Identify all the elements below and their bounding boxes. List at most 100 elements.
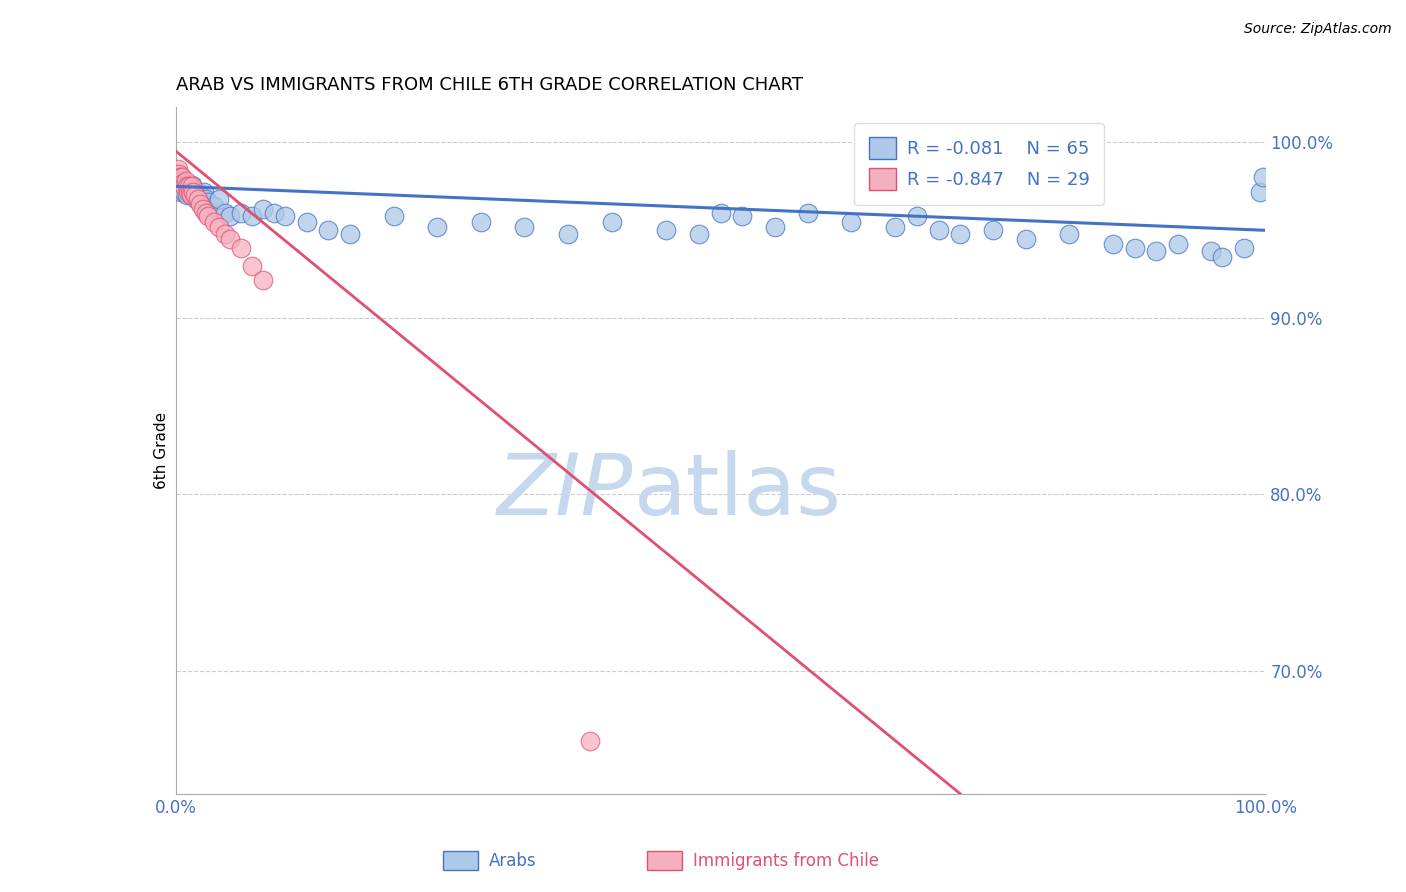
Point — [177, 185, 200, 199]
Point — [263, 205, 285, 219]
Point — [318, 223, 340, 237]
Point — [600, 214, 623, 228]
Point — [1211, 250, 1233, 264]
Point — [184, 188, 207, 202]
Legend: R = -0.081    N = 65, R = -0.847    N = 29: R = -0.081 N = 65, R = -0.847 N = 29 — [853, 123, 1104, 205]
Point — [167, 174, 190, 188]
Point — [231, 241, 253, 255]
Text: atlas: atlas — [633, 450, 841, 533]
Point — [763, 219, 786, 234]
Point — [928, 223, 950, 237]
Point — [240, 209, 263, 223]
Point — [1057, 227, 1080, 241]
Point — [710, 205, 733, 219]
Point — [186, 192, 209, 206]
Point — [841, 214, 863, 228]
Point — [186, 185, 209, 199]
Point — [181, 181, 204, 195]
Point — [339, 227, 361, 241]
Point — [179, 185, 201, 199]
Point — [172, 176, 194, 190]
Point — [202, 199, 225, 213]
Point — [1102, 237, 1125, 252]
Text: Arabs: Arabs — [489, 852, 537, 870]
Point — [252, 202, 274, 217]
Point — [181, 178, 204, 192]
Point — [167, 179, 190, 194]
Point — [184, 188, 207, 202]
Point — [193, 185, 215, 199]
Point — [426, 219, 449, 234]
FancyBboxPatch shape — [647, 851, 682, 871]
Point — [1015, 232, 1038, 246]
Point — [214, 227, 236, 241]
Point — [172, 170, 194, 185]
Point — [170, 185, 193, 199]
Point — [949, 227, 972, 241]
Point — [252, 272, 274, 286]
Point — [208, 219, 231, 234]
Point — [179, 185, 201, 199]
Point — [731, 209, 754, 223]
Point — [1199, 244, 1222, 259]
Point — [214, 205, 236, 219]
Point — [172, 174, 194, 188]
Point — [579, 734, 602, 748]
Point — [1249, 185, 1271, 199]
Point — [295, 214, 318, 228]
Y-axis label: 6th Grade: 6th Grade — [153, 412, 169, 489]
Point — [240, 259, 263, 273]
Point — [188, 188, 211, 202]
Point — [1251, 170, 1274, 185]
Point — [688, 227, 710, 241]
Point — [172, 179, 194, 194]
Point — [177, 179, 200, 194]
Point — [167, 167, 190, 181]
Point — [513, 219, 536, 234]
Point — [180, 188, 202, 202]
Point — [167, 161, 190, 176]
Point — [382, 209, 405, 223]
Point — [174, 174, 197, 188]
Point — [186, 192, 208, 206]
Point — [169, 170, 191, 185]
Point — [188, 197, 211, 211]
Text: Source: ZipAtlas.com: Source: ZipAtlas.com — [1244, 22, 1392, 37]
Point — [170, 174, 193, 188]
Point — [173, 185, 195, 199]
Point — [183, 185, 205, 199]
Point — [176, 179, 198, 194]
Text: ARAB VS IMMIGRANTS FROM CHILE 6TH GRADE CORRELATION CHART: ARAB VS IMMIGRANTS FROM CHILE 6TH GRADE … — [176, 77, 803, 95]
Point — [884, 219, 907, 234]
Text: ZIP: ZIP — [498, 450, 633, 533]
Point — [169, 170, 191, 185]
Point — [274, 209, 297, 223]
Point — [191, 192, 214, 206]
Point — [191, 202, 214, 217]
Point — [181, 185, 204, 199]
Point — [174, 178, 197, 192]
Point — [1232, 241, 1256, 255]
Point — [208, 192, 231, 206]
Point — [177, 181, 200, 195]
Point — [655, 223, 678, 237]
Point — [195, 205, 218, 219]
Point — [177, 179, 200, 194]
Point — [796, 205, 818, 219]
Point — [197, 209, 219, 223]
Point — [470, 214, 492, 228]
Point — [1167, 237, 1189, 252]
Text: Immigrants from Chile: Immigrants from Chile — [693, 852, 879, 870]
Point — [180, 188, 202, 202]
Point — [1123, 241, 1146, 255]
Point — [981, 223, 1004, 237]
Point — [181, 179, 204, 194]
Point — [195, 192, 218, 206]
Point — [905, 209, 928, 223]
Point — [202, 214, 225, 228]
Point — [219, 209, 242, 223]
Point — [197, 195, 219, 210]
Point — [231, 205, 253, 219]
Point — [1144, 244, 1167, 259]
Point — [173, 179, 195, 194]
